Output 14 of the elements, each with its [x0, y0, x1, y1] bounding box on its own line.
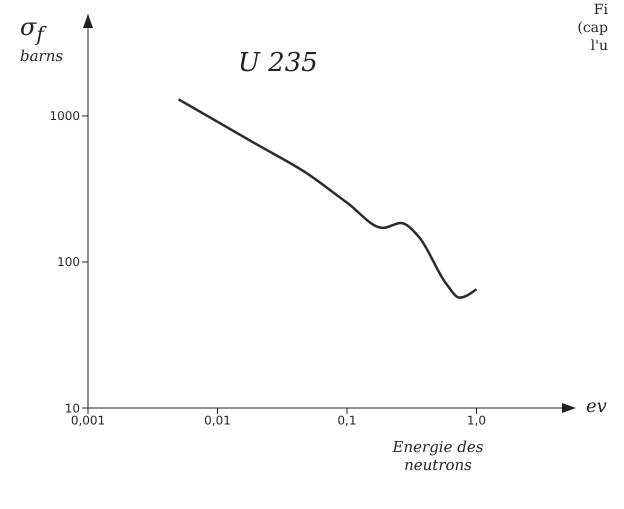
x-tick-label: 0,01	[204, 414, 231, 428]
y-tick-label: 1000	[49, 109, 80, 124]
text: Fi	[594, 2, 608, 18]
text: (cap	[577, 20, 608, 36]
x-tick-label: 0,001	[70, 414, 106, 428]
y-axis-title: σ$_{f}$ barns	[20, 13, 64, 67]
y-tick-label: 10	[64, 401, 80, 416]
x-tick-label: 1,0	[466, 414, 486, 428]
x-axis-title: Energie des neutrons	[391, 438, 484, 474]
text: U 235	[238, 48, 318, 78]
text: l'u	[590, 38, 608, 54]
x-tick-label: 0,1	[337, 414, 357, 428]
text: ev	[586, 396, 607, 417]
y-tick-label: 100	[57, 255, 80, 270]
